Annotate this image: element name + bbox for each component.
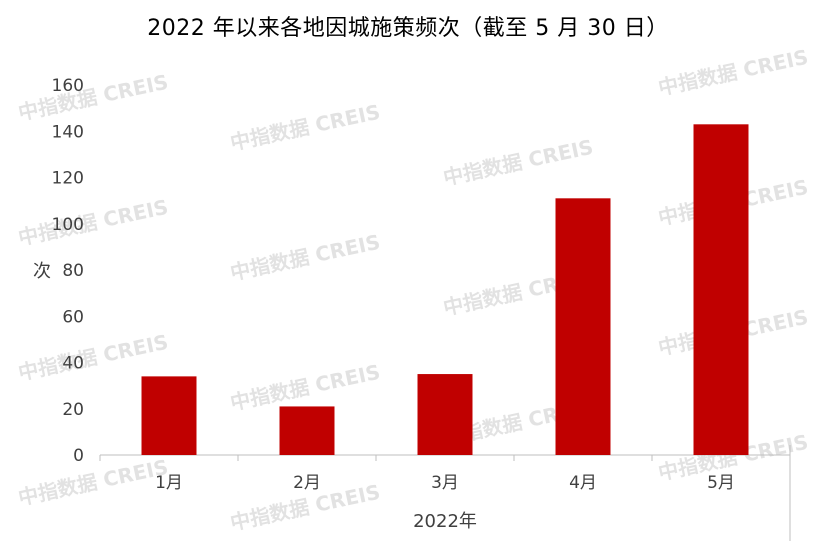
y-tick-label: 40: [62, 354, 84, 374]
bar-4: [555, 198, 611, 455]
y-tick-label: 120: [52, 169, 84, 189]
x-tick-label: 3月: [431, 473, 459, 493]
x-axis-title: 2022年: [413, 511, 477, 532]
bar-5: [693, 124, 749, 455]
y-tick-label: 20: [62, 400, 84, 420]
watermark-text: 中指数据 CREIS: [16, 195, 170, 250]
watermark-text: 中指数据 CREIS: [16, 70, 170, 125]
bar-1: [141, 376, 197, 455]
y-tick-label: 100: [52, 215, 84, 235]
x-tick-label: 2月: [293, 473, 321, 493]
watermark-text: 中指数据 CREIS: [228, 230, 382, 285]
bars: [141, 124, 749, 455]
watermark-text: 中指数据 CREIS: [441, 135, 595, 190]
watermark-text: 中指数据 CREIS: [228, 100, 382, 155]
y-axis-ticks: 0 20 40 60 80 100 120 140 160: [52, 76, 84, 466]
x-tick-label: 5月: [707, 473, 735, 493]
x-axis-ticks: 1月 2月 3月 4月 5月: [99, 455, 791, 493]
y-tick-label: 80: [62, 261, 84, 281]
y-tick-label: 140: [52, 122, 84, 142]
bar-3: [417, 374, 473, 455]
bar-2: [279, 406, 335, 455]
y-tick-label: 0: [73, 446, 84, 466]
x-tick-label: 4月: [569, 473, 597, 493]
y-tick-label: 60: [62, 307, 84, 327]
x-tick-label: 1月: [155, 473, 183, 493]
watermark-text: 中指数据 CREIS: [16, 455, 170, 510]
y-axis-title: 次: [33, 261, 51, 282]
watermark-text: 中指数据 CREIS: [656, 45, 810, 100]
y-tick-label: 160: [52, 76, 84, 96]
watermark-layer: 中指数据 CREIS 中指数据 CREIS 中指数据 CREIS 中指数据 CREIS…: [16, 45, 810, 535]
chart-title: 2022 年以来各地因城施策频次（截至 5 月 30 日）: [147, 16, 669, 41]
